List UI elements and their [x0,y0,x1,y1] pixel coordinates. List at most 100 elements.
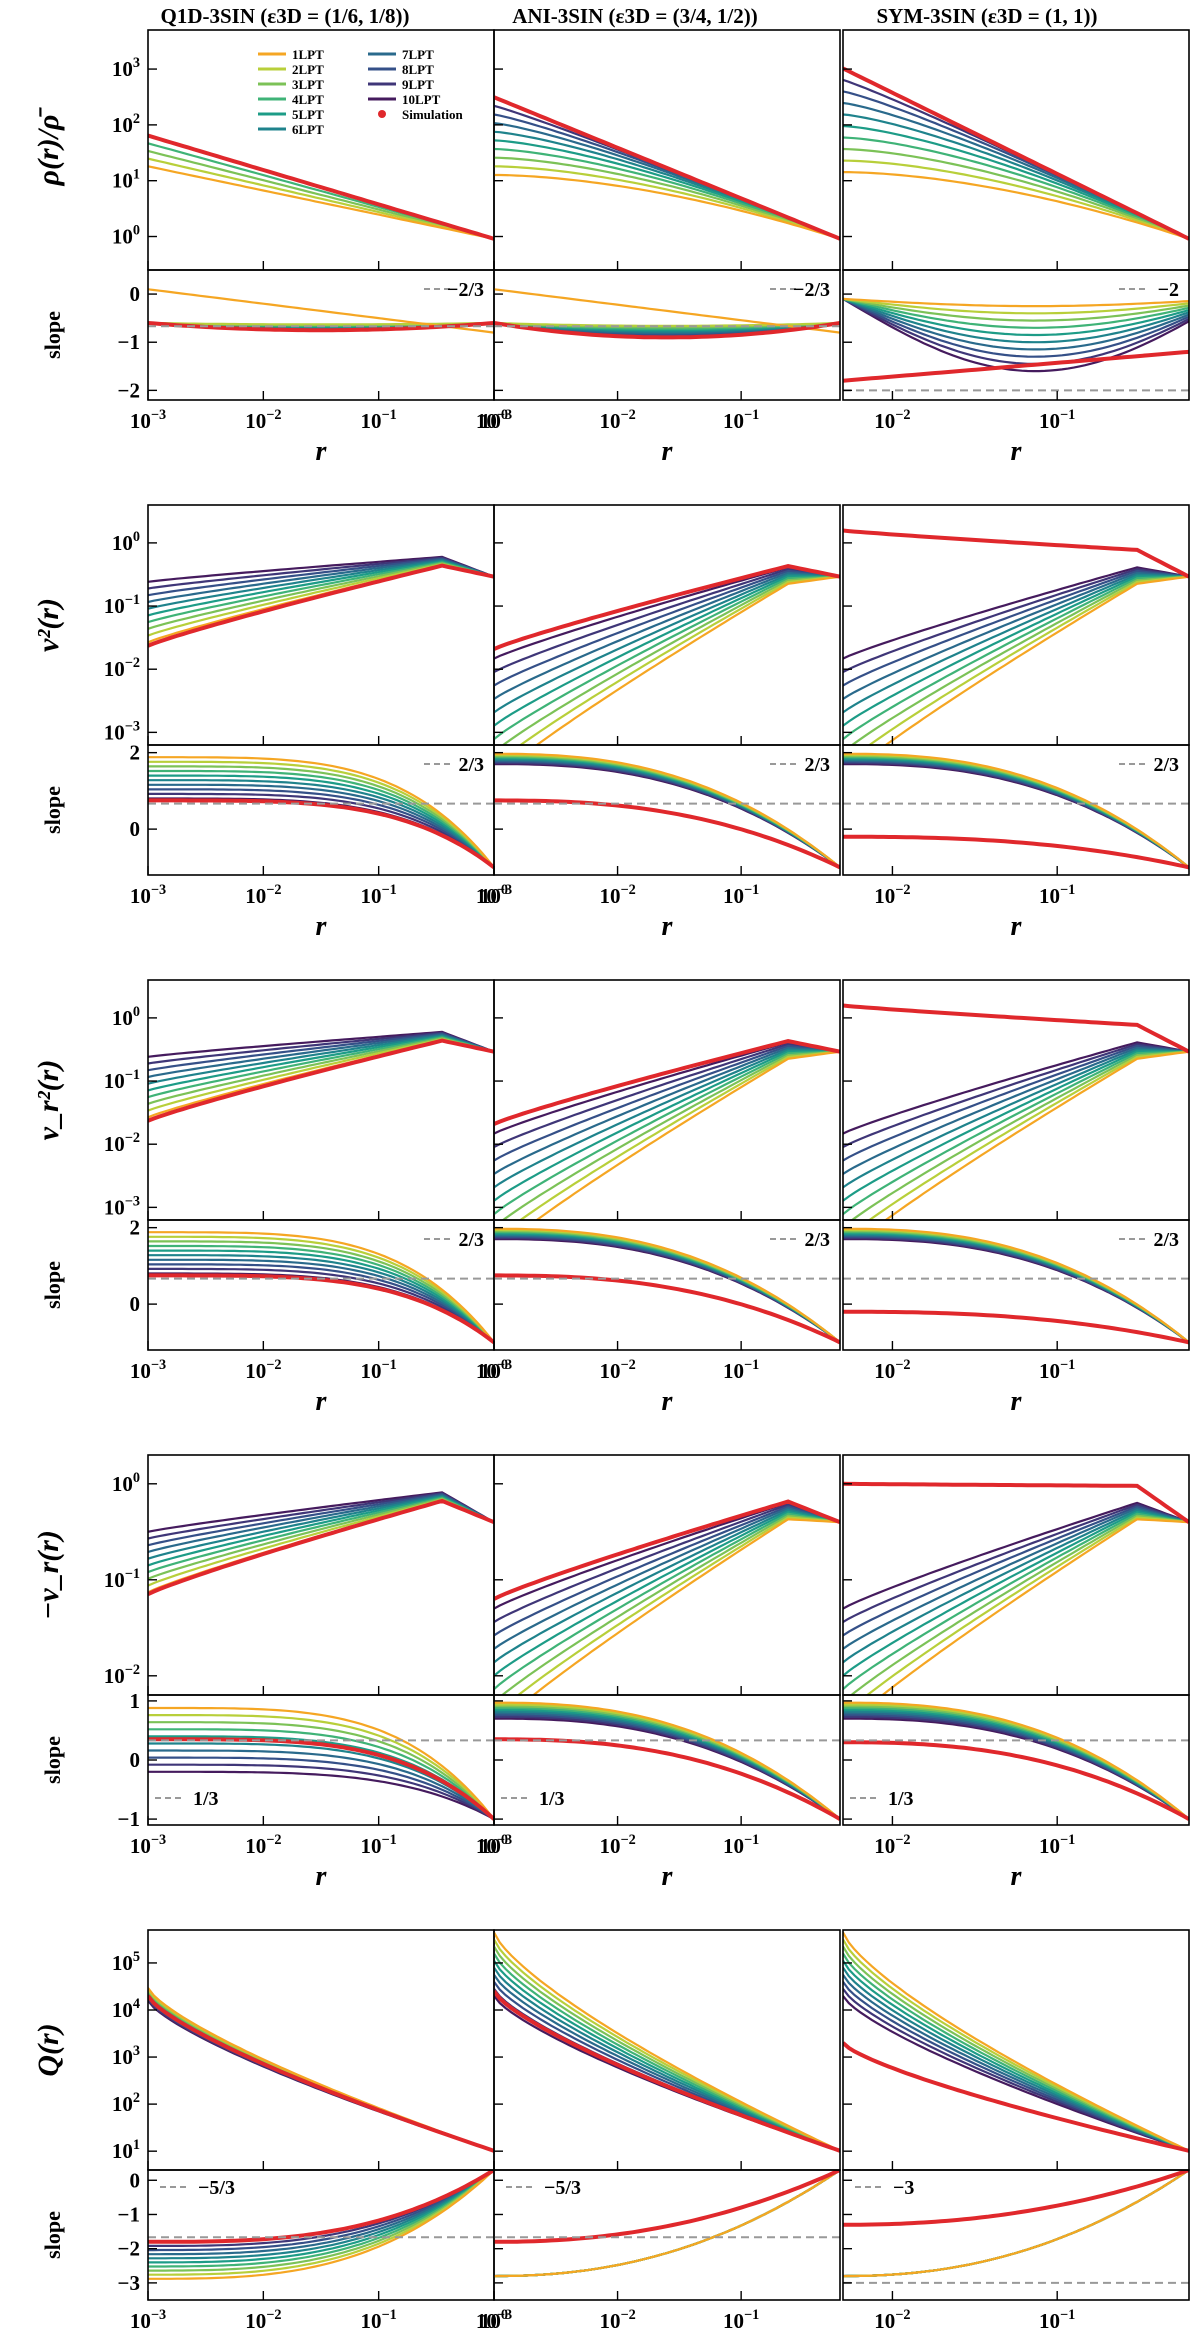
slope-curves [843,1701,1189,1821]
lpt-1-curve [148,165,494,240]
lpt-3-curve [494,156,840,240]
lpt-1-slope-curve [494,752,840,869]
main-curves [843,66,1189,241]
lpt-2-curve [518,575,840,745]
x-tick-label: 10−2 [874,407,910,433]
lpt-2-curve [148,1988,494,2152]
main-curves [843,1931,1189,2153]
lpt-2-curve [843,1938,1189,2152]
lpt-3-curve [843,147,1189,240]
lpt-10-curve [843,1501,1189,1610]
x-axis-label: r [662,436,674,467]
lpt-3-curve [500,1514,840,1695]
lpt-1-slope-curve [843,2170,1189,2278]
lpt-2-slope-curve [843,1228,1189,1344]
x-axis-label: r [1011,1861,1023,1892]
x-tick-label: 10−1 [723,407,759,433]
lpt-7-slope-curve [148,1749,494,1820]
lpt-4-slope-curve [148,1728,494,1820]
slope-curves [148,1231,494,1344]
lpt-10-curve [843,566,1189,660]
lpt-9-slope-curve [148,1267,494,1344]
column-title-q1d: Q1D-3SIN (ε3D = (1/6, 1/8)) [160,4,410,28]
lpt-10-slope-curve [148,1770,494,1821]
panel-radial-velocity-dispersion-2: 2/3 10−2 10−1 r [842,979,1190,1417]
x-tick-label: 10−2 [245,407,281,433]
lpt-7-curve [843,1046,1189,1175]
simulation-curve [494,95,840,241]
y-tick-label: 103 [112,2043,140,2069]
legend-simulation-marker [378,110,386,118]
x-tick-label: 10−2 [599,2307,635,2333]
lpt-1-curve [531,1518,840,1695]
slope-curves [494,1227,840,1345]
lpt-2-slope-curve [148,321,494,326]
slope-tick-label: −2 [118,378,140,402]
legend-label: 9LPT [402,77,434,92]
x-tick-label: 10−1 [723,1357,759,1383]
x-tick-label: 10−3 [130,1357,166,1383]
lpt-6-curve [843,1048,1189,1189]
panel-radial-velocity-1: 1/3 10−3 10−2 10−1 r [476,1454,841,1892]
x-axis-label: r [316,1386,328,1417]
lpt-3-curve [148,1990,494,2152]
slope-tick-label: 2 [130,741,141,765]
lpt-6-curve [843,1509,1189,1664]
reference-label: 1/3 [539,1788,565,1810]
y-tick-label: 10−1 [104,1067,140,1093]
lpt-4-curve [843,1512,1189,1691]
y-tick-label: 10−3 [104,718,140,744]
lpt-3-slope-curve [843,297,1189,322]
lpt-4-curve [843,1050,1189,1216]
lpt-1-curve [880,1518,1189,1695]
x-tick-label: 10−1 [723,882,759,908]
lpt-7-slope-curve [843,297,1189,351]
lpt-10-curve [148,1999,494,2152]
lpt-2-curve [867,1050,1189,1220]
reference-label: 1/3 [193,1788,219,1810]
lpt-8-curve [148,1997,494,2152]
lpt-1-slope-curve [148,1231,494,1344]
lpt-7-slope-curve [148,1258,494,1344]
lpt-1-slope-curve [494,1227,840,1344]
lpt-5-curve [494,1510,840,1677]
lpt-8-curve [494,569,840,687]
x-tick-label: 10−1 [361,1832,397,1858]
lpt-8-curve [843,1505,1189,1637]
x-tick-label: 10−1 [361,407,397,433]
main-frame [493,504,841,746]
slope-curves [148,756,494,869]
lpt-10-curve [843,1041,1189,1135]
main-curves [494,95,840,241]
slope-axis-label: slope [40,311,65,359]
main-curves [494,1931,840,2153]
lpt-3-curve [501,1050,840,1220]
x-axis-label: r [662,1861,674,1892]
x-axis-label: r [316,1861,328,1892]
lpt-5-curve [494,1050,840,1202]
chart-row-density: ρ(r)/ρ̄ slope −2/3 10−3 10−2 10−1 100 r 100 101 10… [32,29,1190,467]
lpt-4-curve [843,1952,1189,2152]
x-tick-label: 10−3 [476,882,512,908]
lpt-4-curve [494,575,840,741]
legend-label: 2LPT [292,62,324,77]
y-tick-label: 100 [112,1470,140,1496]
lpt-1-slope-curve [843,297,1189,308]
x-tick-label: 10−2 [874,1832,910,1858]
x-tick-label: 10−1 [361,1357,397,1383]
x-axis-label: r [1011,1386,1023,1417]
lpt-1-slope-curve [494,2170,840,2278]
simulation-curve [843,2041,1189,2153]
simulation-curve [494,564,840,651]
y-tick-label: 100 [112,1004,140,1030]
lpt-1-curve [883,575,1189,745]
lpt-1-curve [843,1931,1189,2152]
lpt-6-slope-curve [148,779,494,869]
lpt-2-slope-curve [148,760,494,869]
lpt-8-slope-curve [148,788,494,869]
y-tick-label: 10−2 [104,1662,140,1688]
chart-row-velocity-dispersion: v²(r) slope 2/3 10−3 10−2 10−1 100 r 10−3 10−2 10−… [32,504,1190,942]
